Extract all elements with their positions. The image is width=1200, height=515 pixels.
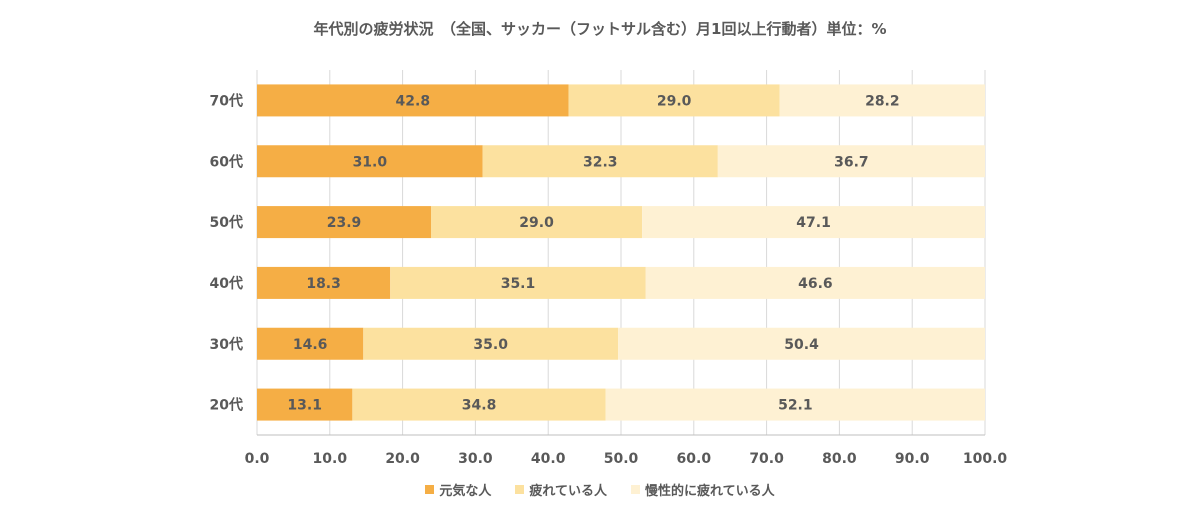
x-tick-label: 80.0 bbox=[822, 451, 857, 467]
category-label: 30代 bbox=[210, 336, 243, 353]
bar-segment bbox=[642, 206, 985, 239]
category-label: 60代 bbox=[210, 153, 243, 170]
x-tick-label: 100.0 bbox=[963, 451, 1008, 467]
data-label: 23.9 bbox=[327, 215, 362, 231]
legend-swatch bbox=[425, 485, 435, 494]
data-label: 32.3 bbox=[583, 154, 618, 170]
legend-swatch bbox=[631, 485, 640, 494]
chart-title: 年代別の疲労状況 （全国、サッカー（フットサル含む）月1回以上行動者）単位：% bbox=[313, 20, 887, 38]
data-label: 29.0 bbox=[657, 93, 692, 109]
x-tick-label: 30.0 bbox=[458, 451, 493, 467]
legend-label: 元気な人 bbox=[439, 484, 492, 499]
data-label: 34.8 bbox=[462, 398, 497, 414]
category-label: 50代 bbox=[210, 214, 243, 231]
x-tick-label: 60.0 bbox=[677, 451, 712, 467]
legend-swatch bbox=[515, 485, 525, 494]
x-tick-label: 0.0 bbox=[245, 451, 270, 467]
bar-segment bbox=[390, 266, 646, 299]
x-tick-label: 50.0 bbox=[604, 451, 639, 467]
category-label: 20代 bbox=[210, 397, 243, 414]
legend-item: 慢性的に疲れている人 bbox=[631, 480, 775, 499]
bar-segment bbox=[717, 145, 985, 178]
data-label: 47.1 bbox=[796, 215, 831, 231]
bar-segment bbox=[568, 84, 780, 117]
legend-item: 疲れている人 bbox=[515, 480, 607, 499]
bar-segment bbox=[482, 145, 718, 178]
data-label: 31.0 bbox=[353, 154, 388, 170]
bar-segment bbox=[257, 327, 364, 360]
data-label: 36.7 bbox=[834, 154, 869, 170]
bar-segment bbox=[779, 84, 985, 117]
data-label: 18.3 bbox=[306, 276, 341, 292]
legend: 元気な人 疲れている人 慢性的に疲れている人 bbox=[0, 480, 1200, 499]
bar-segment bbox=[257, 84, 569, 117]
legend-item: 元気な人 bbox=[425, 480, 491, 499]
bar-segment bbox=[257, 145, 483, 178]
data-label: 50.4 bbox=[784, 337, 819, 353]
data-label: 14.6 bbox=[293, 337, 328, 353]
category-label: 40代 bbox=[210, 275, 243, 292]
bar-segment bbox=[257, 266, 391, 299]
data-label: 35.0 bbox=[473, 337, 508, 353]
data-label: 29.0 bbox=[519, 215, 554, 231]
data-label: 28.2 bbox=[865, 93, 900, 109]
data-label: 42.8 bbox=[396, 93, 431, 109]
category-label: 70代 bbox=[210, 92, 243, 109]
data-label: 46.6 bbox=[798, 276, 833, 292]
legend-label: 慢性的に疲れている人 bbox=[645, 484, 775, 499]
legend-label: 疲れている人 bbox=[529, 484, 607, 499]
x-tick-label: 20.0 bbox=[385, 451, 420, 467]
data-label: 35.1 bbox=[501, 276, 536, 292]
bar-segment bbox=[605, 388, 985, 421]
x-tick-label: 10.0 bbox=[313, 451, 348, 467]
data-label: 52.1 bbox=[778, 398, 813, 414]
bar-segment bbox=[618, 327, 985, 360]
x-tick-label: 40.0 bbox=[531, 451, 566, 467]
bar-segment bbox=[430, 206, 643, 239]
bar-segment bbox=[257, 206, 431, 239]
bar-segment bbox=[645, 266, 985, 299]
bar-segment bbox=[257, 388, 353, 421]
x-tick-label: 70.0 bbox=[749, 451, 784, 467]
bar-segment bbox=[363, 327, 619, 360]
x-tick-label: 90.0 bbox=[895, 451, 930, 467]
bar-segment bbox=[352, 388, 606, 421]
data-label: 13.1 bbox=[287, 398, 322, 414]
